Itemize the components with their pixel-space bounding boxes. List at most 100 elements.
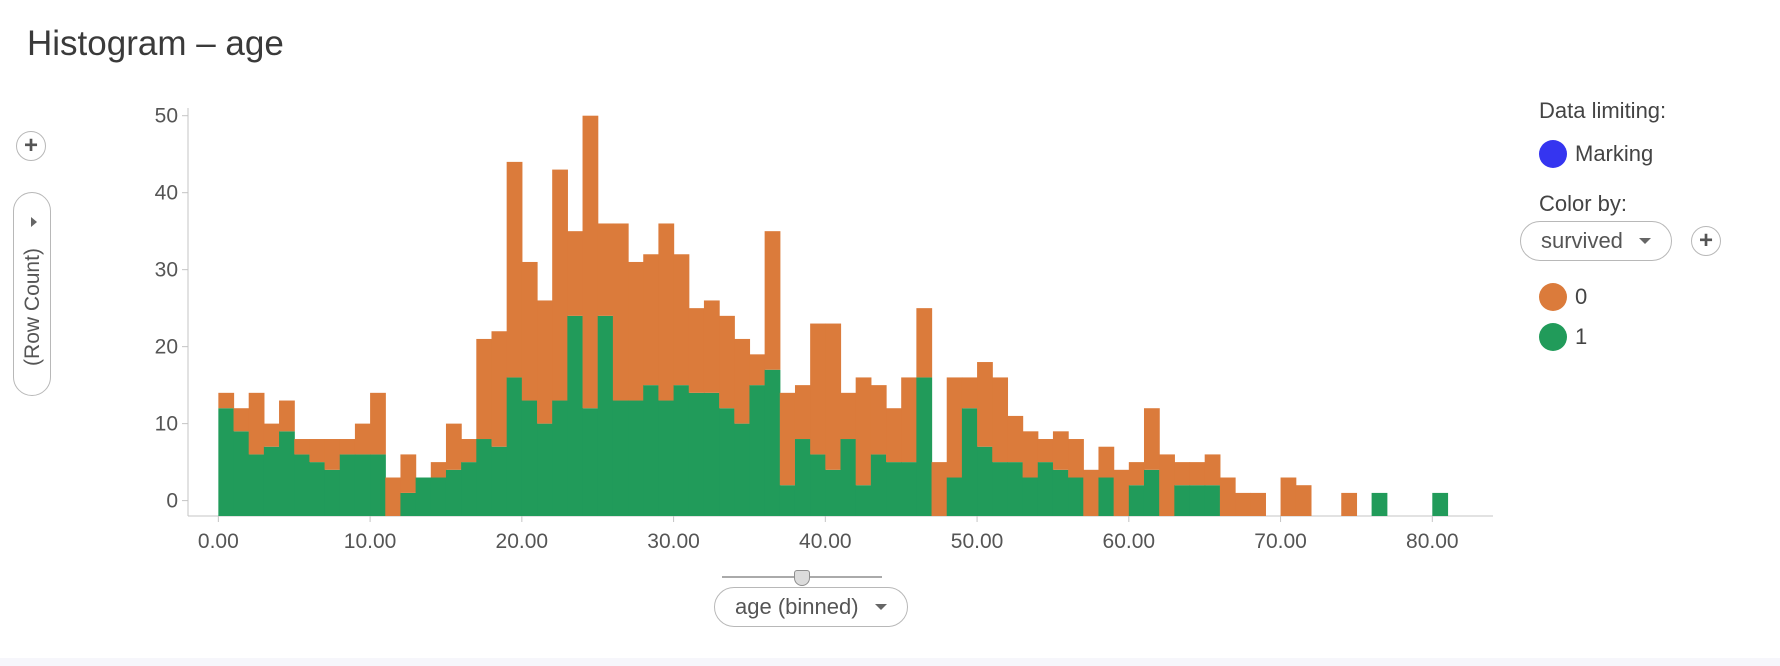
bar-segment-1 — [445, 469, 462, 516]
bar-segment-0 — [1113, 469, 1130, 516]
bar-segment-1 — [643, 385, 660, 516]
bar-segment-0 — [385, 477, 402, 516]
bar-segment-1 — [491, 446, 508, 516]
x-tick-label: 50.00 — [951, 530, 1004, 553]
bar-segment-0 — [339, 439, 356, 455]
bar-segment-0 — [294, 439, 310, 455]
chevron-down-icon — [874, 604, 887, 610]
bar-segment-0 — [1341, 492, 1358, 516]
bar-segment-1 — [294, 454, 310, 516]
bar-segment-1 — [582, 408, 599, 516]
color-by-selector[interactable]: survived — [1520, 221, 1672, 261]
bar-segment-0 — [855, 377, 872, 486]
y-tick-label: 40 — [155, 182, 178, 205]
add-y-axis-button[interactable]: + — [16, 131, 46, 161]
bar-segment-1 — [734, 423, 751, 516]
bar-segment-1 — [218, 408, 235, 516]
bar-segment-0 — [992, 377, 1009, 463]
bar-segment-1 — [855, 485, 872, 516]
bar-segment-0 — [400, 454, 417, 493]
bar-segment-0 — [1022, 431, 1039, 478]
bar-segment-1 — [233, 431, 250, 516]
bar-segment-0 — [886, 408, 902, 463]
y-tick-label: 50 — [155, 105, 178, 128]
bar-segment-0 — [582, 115, 599, 409]
bar-segment-1 — [521, 400, 538, 516]
bar-segment-0 — [673, 254, 690, 386]
bar-segment-0 — [870, 385, 887, 455]
bar-segment-1 — [794, 439, 811, 516]
bar-segment-0 — [946, 377, 963, 478]
bar-segment-0 — [658, 223, 675, 401]
bar-segment-0 — [764, 231, 781, 370]
bar-segment-1 — [840, 439, 857, 516]
bar-segment-0 — [961, 377, 978, 409]
bin-size-slider[interactable] — [722, 570, 882, 596]
bar-segment-1 — [400, 492, 417, 516]
bar-segment-0 — [1128, 462, 1145, 486]
bar-segment-1 — [1037, 462, 1054, 516]
color-by-value: survived — [1541, 228, 1623, 253]
bar-segment-1 — [370, 454, 386, 516]
bar-segment-1 — [870, 454, 887, 516]
add-color-by-button[interactable]: + — [1691, 226, 1721, 256]
bar-segment-1 — [415, 477, 432, 516]
bar-segment-1 — [324, 469, 341, 516]
bar-segment-1 — [688, 392, 705, 516]
data-limiting-label: Data limiting: — [1539, 98, 1667, 123]
bar-segment-1 — [1143, 469, 1160, 516]
legend-item-0[interactable]: 0 — [1539, 283, 1587, 311]
bar-segment-0 — [643, 254, 660, 386]
bar-segment-1 — [946, 477, 963, 516]
bar-segment-0 — [1189, 462, 1206, 486]
bar-segment-0 — [1295, 485, 1312, 516]
bar-segment-1 — [1432, 492, 1449, 516]
bar-segment-1 — [719, 408, 735, 516]
bar-segment-0 — [354, 423, 371, 455]
bar-segment-0 — [1235, 492, 1251, 516]
x-tick-label: 30.00 — [647, 530, 700, 553]
bar-segment-0 — [597, 223, 614, 316]
bar-segment-1 — [901, 462, 917, 516]
bar-segment-0 — [1174, 462, 1191, 486]
legend-color-dot — [1539, 283, 1567, 311]
bar-segment-1 — [537, 423, 553, 516]
bar-segment-1 — [506, 377, 523, 516]
bar-segment-0 — [370, 392, 386, 455]
legend-item-1[interactable]: 1 — [1539, 323, 1587, 351]
x-tick-label: 40.00 — [799, 530, 852, 553]
bar-segment-0 — [445, 423, 462, 470]
bar-segment-0 — [461, 439, 477, 463]
bar-segment-1 — [673, 385, 690, 516]
bar-segment-1 — [597, 315, 614, 516]
bar-segment-1 — [977, 446, 993, 516]
bar-segment-0 — [734, 338, 751, 424]
bar-segment-0 — [779, 392, 796, 486]
x-tick-label: 0.00 — [198, 530, 239, 553]
bar-segment-0 — [476, 338, 493, 440]
bar-segment-1 — [1007, 462, 1024, 516]
bar-segment-0 — [825, 323, 842, 470]
legend-item-marking[interactable]: Marking — [1539, 140, 1653, 168]
slider-thumb[interactable] — [794, 570, 810, 586]
bar-segment-0 — [1052, 431, 1069, 470]
y-axis-selector[interactable]: (Row Count) — [13, 192, 51, 396]
bar-segment-1 — [779, 485, 796, 516]
bar-segment-1 — [476, 439, 493, 516]
bar-segment-1 — [1068, 477, 1084, 516]
bar-segment-1 — [279, 431, 295, 516]
bar-segment-1 — [1189, 485, 1206, 516]
legend-item-label: 1 — [1575, 324, 1588, 349]
bar-segment-0 — [1037, 439, 1054, 463]
x-axis-selector[interactable]: age (binned) — [714, 587, 908, 627]
bar-segment-1 — [263, 446, 280, 516]
bar-segment-0 — [279, 400, 295, 432]
bar-segment-0 — [1204, 454, 1221, 486]
chevron-down-icon — [1638, 238, 1651, 244]
legend-color-dot — [1539, 323, 1567, 351]
bar-segment-0 — [1083, 469, 1100, 516]
x-tick-label: 70.00 — [1254, 530, 1307, 553]
legend-item-label: 0 — [1575, 284, 1588, 309]
marking-label: Marking — [1575, 141, 1654, 166]
